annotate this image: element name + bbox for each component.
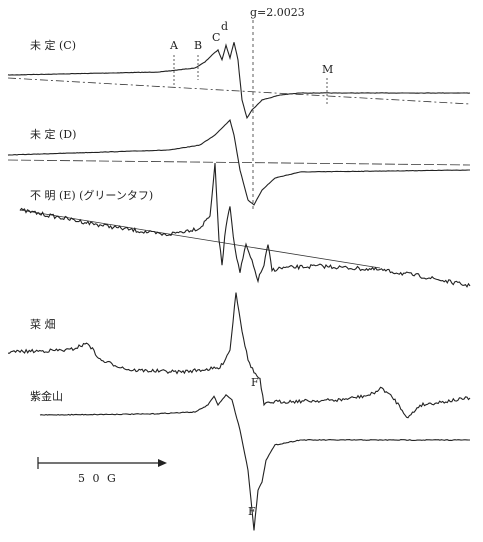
traces [7, 42, 471, 531]
spectrum-label: 未 定 (C) [30, 38, 76, 52]
spectrum-trace [7, 42, 471, 120]
peak-label: F [251, 376, 259, 389]
spectrum-trace [8, 292, 471, 419]
g-value-label: g=2.0023 [250, 6, 305, 19]
peak-label: M [322, 63, 333, 76]
reference-line [7, 159, 471, 166]
peak-label: d [221, 20, 228, 33]
spectrum-label: 未 定 (D) [30, 127, 76, 141]
reference-line [19, 209, 381, 269]
spectrum-trace [39, 393, 470, 531]
peak-label: A [169, 39, 179, 52]
peak-label: C [212, 31, 220, 44]
scale-bar-arrow [158, 459, 167, 467]
peak-label: B [194, 39, 202, 52]
spectrum-label: 不 明 (E) (グリーンタフ) [30, 188, 153, 202]
spectrum-label: 菜 畑 [30, 318, 56, 331]
spectrum-label: 紫金山 [30, 389, 63, 403]
spectrum-trace [7, 119, 470, 206]
spectrum-trace [19, 162, 471, 288]
scale-bar-label: 5 0 G [78, 472, 118, 485]
reference-line [7, 77, 471, 105]
